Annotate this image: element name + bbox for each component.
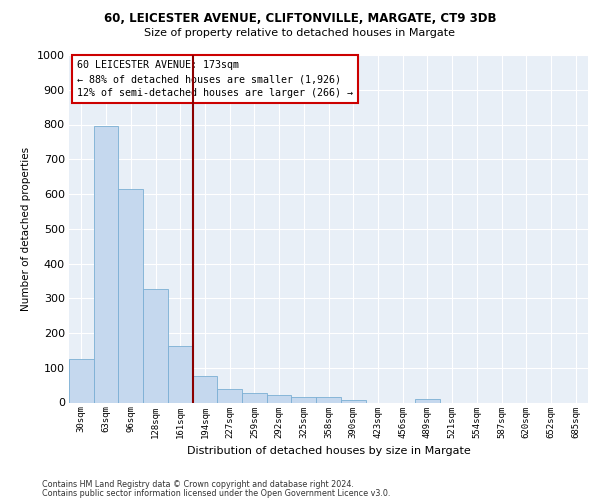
Text: 60 LEICESTER AVENUE: 173sqm
← 88% of detached houses are smaller (1,926)
12% of : 60 LEICESTER AVENUE: 173sqm ← 88% of det…	[77, 60, 353, 98]
Bar	[168, 346, 193, 403]
Bar	[118, 189, 143, 402]
Bar	[292, 397, 316, 402]
Text: 60, LEICESTER AVENUE, CLIFTONVILLE, MARGATE, CT9 3DB: 60, LEICESTER AVENUE, CLIFTONVILLE, MARG…	[104, 12, 496, 26]
X-axis label: Distribution of detached houses by size in Margate: Distribution of detached houses by size …	[187, 446, 470, 456]
Bar	[94, 126, 118, 402]
Bar	[267, 395, 292, 402]
Bar	[415, 400, 440, 402]
Y-axis label: Number of detached properties: Number of detached properties	[21, 146, 31, 311]
Text: Contains HM Land Registry data © Crown copyright and database right 2024.: Contains HM Land Registry data © Crown c…	[42, 480, 354, 489]
Bar	[217, 388, 242, 402]
Bar	[143, 288, 168, 403]
Text: Contains public sector information licensed under the Open Government Licence v3: Contains public sector information licen…	[42, 488, 391, 498]
Bar	[316, 398, 341, 402]
Bar	[242, 393, 267, 402]
Bar	[341, 400, 365, 402]
Bar	[193, 376, 217, 402]
Bar	[69, 359, 94, 403]
Text: Size of property relative to detached houses in Margate: Size of property relative to detached ho…	[145, 28, 455, 38]
